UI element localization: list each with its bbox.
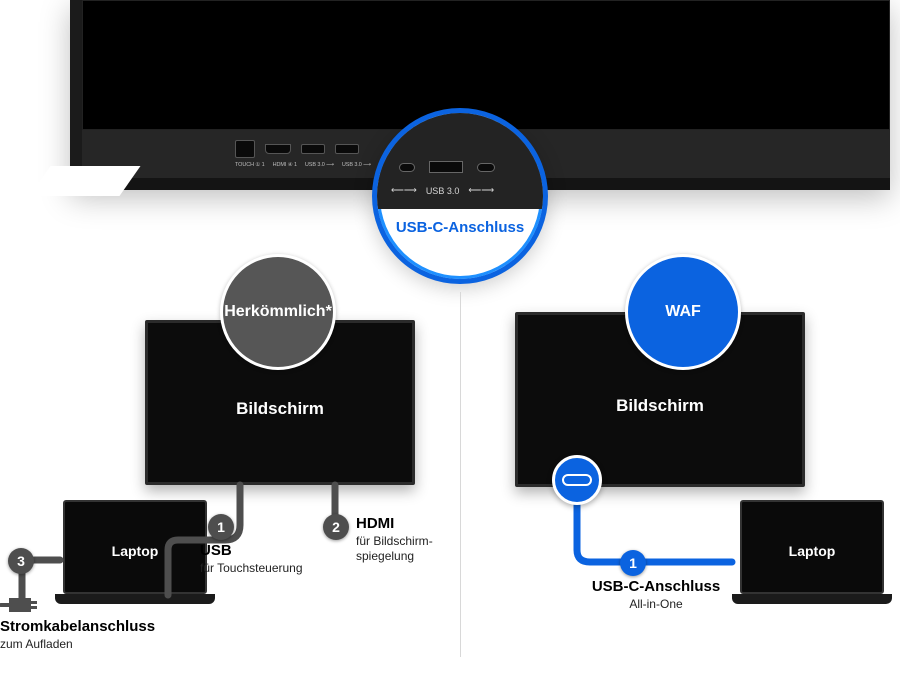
conventional-badge: Herkömmlich* xyxy=(220,254,336,370)
annotation-usbc-title: USB-C-Anschluss xyxy=(556,578,756,597)
annotation-usb: USB für Touchsteuerung xyxy=(200,542,330,576)
annotation-hdmi-sub: für Bildschirm­spiegelung xyxy=(356,534,466,564)
usbc-pill-shape xyxy=(562,474,592,486)
annotation-hdmi: HDMI für Bildschirm­spiegelung xyxy=(356,515,466,564)
magnifier: ⟵⟶ USB 3.0 ⟵⟶ USB-C-Anschluss xyxy=(372,108,548,284)
mag-strip-label-0: ⟵⟶ xyxy=(391,185,417,196)
port-row xyxy=(235,140,359,158)
waf-display-label: Bildschirm xyxy=(518,396,802,416)
annotation-usb-sub: für Touchsteuerung xyxy=(200,561,330,576)
waf-laptop-screen: Laptop xyxy=(740,500,884,594)
conventional-side: Bildschirm Herkömmlich* Laptop 1 2 3 USB… xyxy=(0,300,460,673)
waf-badge: WAF xyxy=(625,254,741,370)
conventional-laptop-base xyxy=(55,594,215,604)
annotation-usb-title: USB xyxy=(200,542,330,561)
comparison-area: Bildschirm Herkömmlich* Laptop 1 2 3 USB… xyxy=(0,300,900,673)
magnifier-strip-labels: ⟵⟶ USB 3.0 ⟵⟶ xyxy=(391,185,494,196)
waf-laptop: Laptop xyxy=(732,500,892,612)
conventional-badge-label: Herkömmlich* xyxy=(224,303,332,321)
port-labels: TOUCH ① 1 HDMI ④ 1 USB 3.0 ⟶ USB 3.0 ⟶ xyxy=(235,162,371,168)
conventional-display-label: Bildschirm xyxy=(148,399,412,419)
port-touch xyxy=(235,140,255,158)
annotation-usbc: USB-C-Anschluss All-in-One xyxy=(556,578,756,612)
annotation-hdmi-title: HDMI xyxy=(356,515,466,534)
bullet-3: 3 xyxy=(8,548,34,574)
monitor-corner-cut xyxy=(29,166,140,196)
waf-bullet-1: 1 xyxy=(620,550,646,576)
mag-strip-label-1: USB 3.0 xyxy=(426,186,460,196)
power-plug-icon xyxy=(9,598,31,612)
bullet-2: 2 xyxy=(323,514,349,540)
waf-laptop-base xyxy=(732,594,892,604)
port-usb-a-2 xyxy=(335,144,359,154)
mag-strip-label-2: ⟵⟶ xyxy=(468,185,494,196)
annotation-power-title: Stromkabelanschluss xyxy=(0,618,200,637)
conventional-laptop-label: Laptop xyxy=(65,543,205,559)
mag-port-usba xyxy=(429,161,463,173)
monitor-screen xyxy=(82,0,890,130)
magnifier-ports xyxy=(399,161,495,173)
waf-badge-label: WAF xyxy=(665,303,701,321)
mag-port-usbc-left xyxy=(399,163,415,172)
usbc-port-icon xyxy=(552,455,602,505)
waf-laptop-label: Laptop xyxy=(742,543,882,559)
port-label-1: HDMI ④ 1 xyxy=(273,162,297,168)
annotation-usbc-sub: All-in-One xyxy=(556,597,756,612)
port-label-3: USB 3.0 ⟶ xyxy=(342,162,371,168)
annotation-power-sub: zum Aufladen xyxy=(0,637,200,652)
mag-port-usbc-right xyxy=(477,163,495,172)
magnifier-caption: USB-C-Anschluss xyxy=(377,219,543,236)
bullet-1: 1 xyxy=(208,514,234,540)
annotation-power: Stromkabelanschluss zum Aufladen xyxy=(0,618,200,652)
port-label-0: TOUCH ① 1 xyxy=(235,162,265,168)
waf-side: Bildschirm WAF Laptop 1 USB-C-Anschluss … xyxy=(460,300,900,673)
port-hdmi xyxy=(265,144,291,154)
conventional-laptop: Laptop xyxy=(55,500,215,612)
conventional-laptop-screen: Laptop xyxy=(63,500,207,594)
port-label-2: USB 3.0 ⟶ xyxy=(305,162,334,168)
port-usb-a-1 xyxy=(301,144,325,154)
